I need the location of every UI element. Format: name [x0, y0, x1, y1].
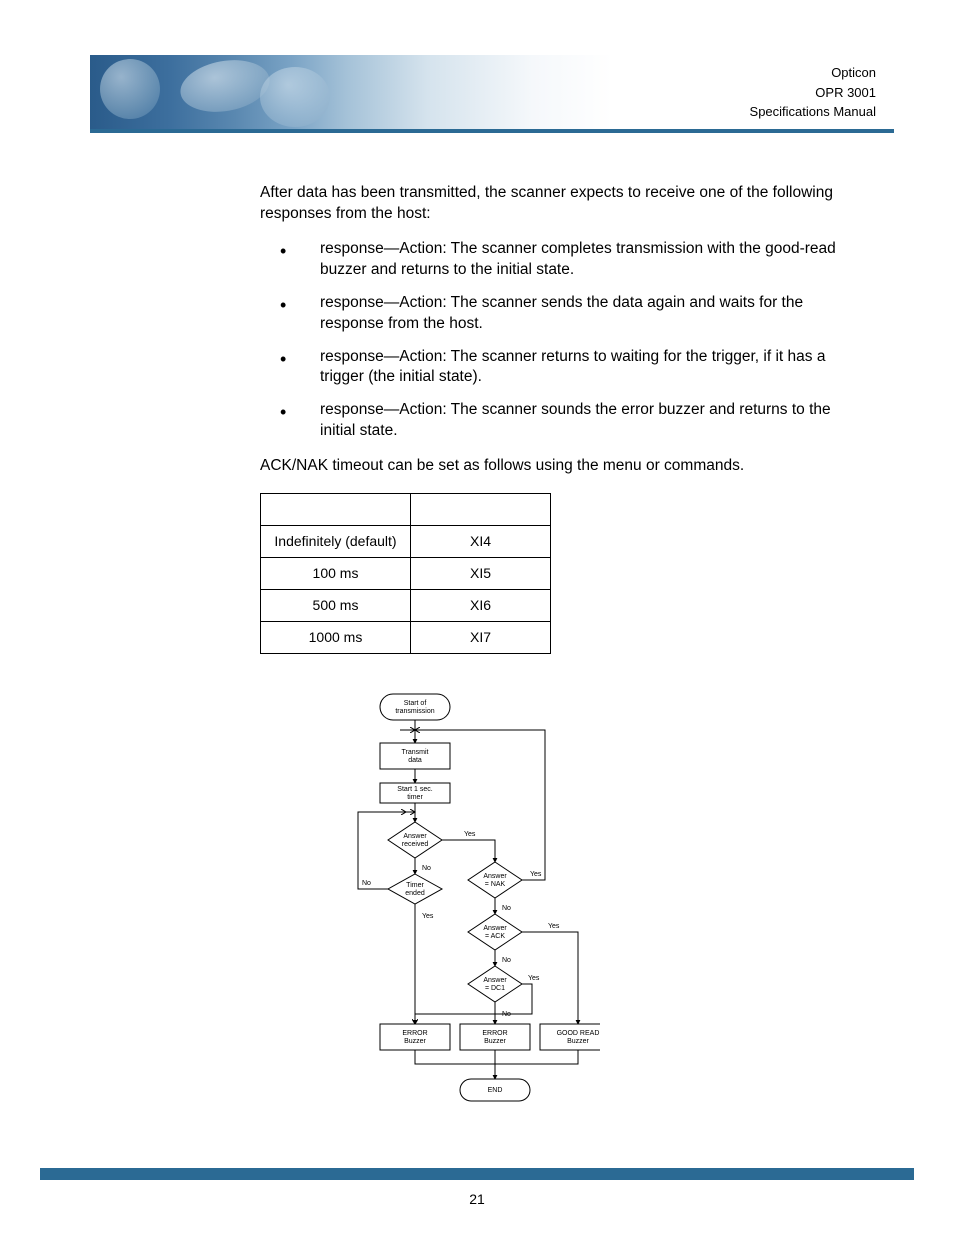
timeout-cell: XI7: [411, 621, 551, 653]
svg-text:No: No: [362, 880, 371, 887]
svg-text:Start 1 sec.: Start 1 sec.: [397, 786, 432, 793]
flowchart-container: No Yes No Yes Yes No Yes No Yes No Start oftransmi…: [300, 684, 859, 1124]
svg-text:Yes: Yes: [422, 913, 434, 920]
response-item: response—Action: The scanner sounds the …: [280, 400, 859, 442]
acknak-flowchart: No Yes No Yes Yes No Yes No Yes No Start oftransmi…: [300, 684, 600, 1124]
svg-text:Buzzer: Buzzer: [404, 1038, 426, 1045]
svg-text:ended: ended: [405, 890, 425, 897]
svg-text:Buzzer: Buzzer: [484, 1038, 506, 1045]
svg-text:GOOD READ: GOOD READ: [557, 1030, 600, 1037]
svg-text:timer: timer: [407, 794, 423, 801]
svg-text:= NAK: = NAK: [485, 881, 506, 888]
timeout-header-cell: [261, 494, 411, 526]
body-content: After data has been transmitted, the sca…: [260, 183, 859, 1124]
svg-text:received: received: [402, 841, 429, 848]
response-item: response—Action: The scanner completes t…: [280, 239, 859, 281]
svg-text:Answer: Answer: [483, 873, 507, 880]
timeout-cell: 500 ms: [261, 589, 411, 621]
timeout-cell: XI4: [411, 526, 551, 558]
svg-text:Transmit: Transmit: [402, 749, 429, 756]
response-item: response—Action: The scanner returns to …: [280, 347, 859, 389]
footer-bar: [40, 1168, 914, 1180]
svg-text:ERROR: ERROR: [402, 1030, 427, 1037]
svg-text:No: No: [422, 865, 431, 872]
table-row: Indefinitely (default) XI4: [261, 526, 551, 558]
svg-text:Buzzer: Buzzer: [567, 1038, 589, 1045]
header-doc-title: Specifications Manual: [750, 102, 876, 122]
timeout-cell: XI6: [411, 589, 551, 621]
svg-text:No: No: [502, 957, 511, 964]
timeout-cell: XI5: [411, 558, 551, 590]
response-list: response—Action: The scanner completes t…: [260, 239, 859, 442]
table-row: 100 ms XI5: [261, 558, 551, 590]
svg-text:= ACK: = ACK: [485, 933, 505, 940]
svg-text:Start of: Start of: [404, 700, 427, 707]
svg-text:END: END: [488, 1087, 503, 1094]
svg-text:Yes: Yes: [548, 923, 560, 930]
svg-text:data: data: [408, 757, 422, 764]
header-brand: Opticon: [750, 63, 876, 83]
svg-text:transmission: transmission: [395, 708, 434, 715]
svg-text:No: No: [502, 1011, 511, 1018]
page-number: 21: [0, 1191, 954, 1207]
svg-text:Answer: Answer: [483, 925, 507, 932]
svg-text:Yes: Yes: [464, 831, 476, 838]
acknak-timeout-paragraph: ACK/NAK timeout can be set as follows us…: [260, 456, 859, 477]
intro-paragraph: After data has been transmitted, the sca…: [260, 183, 859, 225]
response-item: response—Action: The scanner sends the d…: [280, 293, 859, 335]
timeout-header-cell: [411, 494, 551, 526]
timeout-cell: 100 ms: [261, 558, 411, 590]
svg-text:No: No: [502, 905, 511, 912]
svg-text:= DC1: = DC1: [485, 985, 505, 992]
svg-text:ERROR: ERROR: [482, 1030, 507, 1037]
svg-text:Yes: Yes: [530, 871, 542, 878]
timeout-table: Indefinitely (default) XI4 100 ms XI5 50…: [260, 493, 551, 654]
header-decor-blob: [260, 67, 330, 127]
svg-text:Timer: Timer: [406, 882, 424, 889]
header-model: OPR 3001: [750, 83, 876, 103]
header-text-block: Opticon OPR 3001 Specifications Manual: [750, 63, 876, 122]
table-row: 500 ms XI6: [261, 589, 551, 621]
timeout-cell: Indefinitely (default): [261, 526, 411, 558]
page-header: Opticon OPR 3001 Specifications Manual: [60, 55, 894, 133]
svg-text:Yes: Yes: [528, 975, 540, 982]
svg-text:Answer: Answer: [483, 977, 507, 984]
timeout-cell: 1000 ms: [261, 621, 411, 653]
svg-text:Answer: Answer: [403, 833, 427, 840]
header-decor-circle: [100, 59, 160, 119]
table-row: 1000 ms XI7: [261, 621, 551, 653]
